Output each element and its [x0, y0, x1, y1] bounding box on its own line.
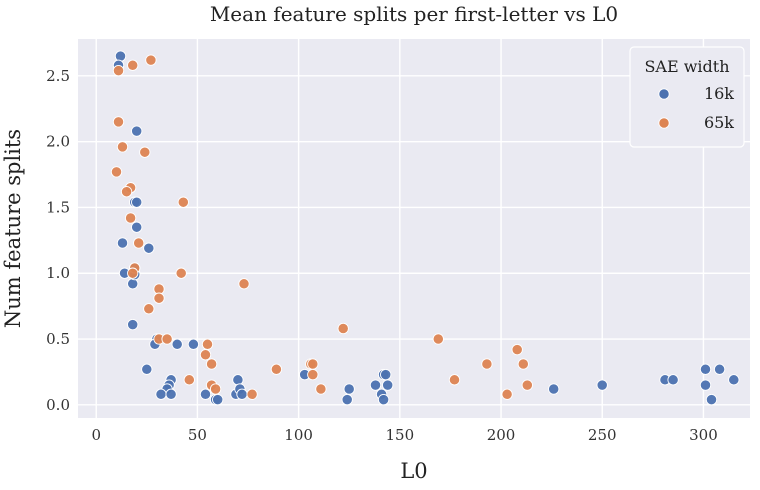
y-tick-label: 2.0 — [46, 133, 70, 151]
y-axis-label: Num feature splits — [1, 129, 25, 328]
point-65k — [199, 349, 212, 361]
point-16k — [212, 393, 224, 406]
y-tick-label: 0.5 — [46, 330, 70, 348]
point-16k — [127, 318, 139, 331]
point-65k — [246, 388, 258, 400]
point-65k — [112, 64, 125, 77]
point-16k — [699, 379, 712, 391]
point-16k — [382, 379, 394, 391]
x-tick-label: 250 — [588, 426, 617, 444]
point-65k — [153, 292, 165, 304]
y-tick-label: 1.5 — [46, 198, 70, 216]
point-65k — [110, 166, 123, 178]
point-65k — [112, 116, 125, 128]
point-65k — [521, 379, 533, 391]
x-axis-label: L0 — [400, 459, 427, 483]
point-65k — [133, 237, 145, 249]
point-65k — [127, 59, 139, 71]
y-tick-label: 1.0 — [46, 264, 70, 282]
point-16k — [171, 338, 183, 350]
point-16k — [341, 393, 353, 406]
point-16k — [143, 242, 155, 254]
point-16k — [187, 338, 200, 350]
point-16k — [548, 383, 560, 395]
y-tick-label: 2.5 — [46, 67, 70, 85]
point-16k — [343, 383, 355, 395]
point-16k — [155, 388, 167, 400]
point-16k — [131, 196, 143, 208]
point-16k — [199, 388, 212, 400]
point-65k — [337, 322, 349, 335]
point-16k — [127, 278, 139, 290]
point-16k — [377, 393, 390, 406]
point-65k — [183, 374, 195, 386]
legend-marker-65k — [658, 117, 670, 129]
point-16k — [165, 388, 177, 400]
point-16k — [131, 125, 143, 137]
x-tick-labels: 0 50 100 150 200 250 300 — [91, 426, 717, 444]
x-tick-label: 50 — [188, 426, 207, 444]
point-16k — [667, 374, 679, 386]
point-65k — [205, 358, 218, 370]
point-16k — [728, 374, 740, 386]
grid-lines — [78, 39, 750, 418]
point-65k — [177, 196, 189, 208]
point-16k — [232, 374, 244, 386]
point-65k — [448, 374, 461, 386]
chart-title: Mean feature splits per first-letter vs … — [210, 2, 618, 26]
x-tick-label: 0 — [91, 426, 101, 444]
point-16k — [699, 363, 712, 375]
point-65k — [307, 358, 319, 370]
point-65k — [270, 363, 283, 375]
point-65k — [501, 388, 513, 400]
point-16k — [369, 379, 382, 391]
point-65k — [116, 141, 129, 153]
point-65k — [432, 333, 444, 345]
y-tick-label: 0.0 — [46, 396, 70, 414]
legend-label-16k: 16k — [704, 84, 734, 103]
point-16k — [596, 379, 608, 391]
point-65k — [143, 303, 155, 315]
point-65k — [517, 358, 529, 370]
legend: SAE width 16k 65k — [629, 46, 745, 148]
point-65k — [238, 278, 250, 290]
point-16k — [131, 221, 143, 233]
point-16k — [236, 388, 248, 400]
point-65k — [481, 358, 493, 370]
x-tick-label: 300 — [689, 426, 718, 444]
x-tick-label: 200 — [487, 426, 516, 444]
point-65k — [209, 383, 222, 395]
point-16k — [114, 50, 127, 62]
point-65k — [201, 338, 214, 350]
point-16k — [116, 237, 129, 249]
point-65k — [161, 333, 173, 345]
point-65k — [307, 368, 319, 381]
point-65k — [315, 383, 327, 395]
point-65k — [124, 212, 137, 224]
legend-title: SAE width — [644, 57, 729, 76]
x-tick-label: 150 — [386, 426, 415, 444]
point-65k — [175, 267, 187, 279]
point-16k — [705, 393, 718, 406]
point-65k — [139, 146, 151, 158]
x-tick-label: 100 — [284, 426, 313, 444]
legend-label-65k: 65k — [704, 113, 734, 132]
legend-marker-16k — [658, 88, 670, 100]
point-65k — [120, 186, 133, 198]
point-65k — [145, 54, 157, 66]
legend-items: 16k 65k — [658, 84, 734, 132]
data-points — [110, 50, 740, 406]
point-65k — [511, 343, 523, 356]
point-16k — [141, 363, 153, 375]
point-65k — [127, 267, 139, 279]
point-16k — [380, 368, 392, 381]
y-tick-labels: 0.0 0.5 1.0 1.5 2.0 2.5 — [46, 67, 70, 414]
point-16k — [713, 363, 726, 375]
